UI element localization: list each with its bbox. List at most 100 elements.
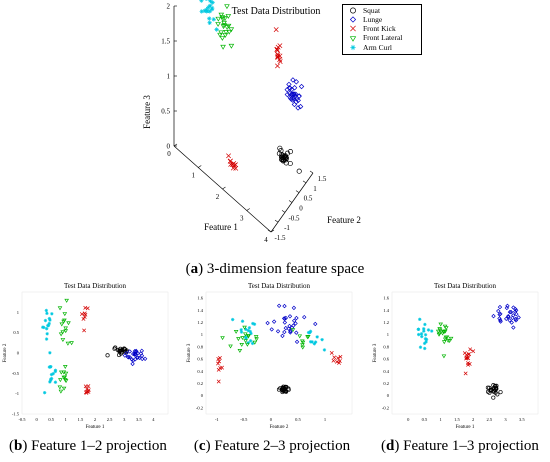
data-point <box>336 356 340 361</box>
data-point <box>511 325 516 330</box>
data-point <box>231 317 235 322</box>
x-axis-label: Feature 1 <box>456 425 475 430</box>
data-point <box>62 375 68 380</box>
y-axis-label: Feature 2 <box>3 343 8 362</box>
marks <box>416 303 521 400</box>
data-point <box>248 339 253 343</box>
data-point <box>230 165 236 171</box>
legend-label: Front Lateral <box>363 33 403 43</box>
y-tick-label: -0.2 <box>196 405 203 410</box>
data-point <box>81 316 86 321</box>
data-point <box>331 358 336 363</box>
y-tick-label: 0.2 <box>197 381 203 386</box>
data-point <box>435 329 441 334</box>
data-point <box>228 27 235 33</box>
y-tick <box>267 229 272 233</box>
data-point <box>418 317 422 321</box>
data-point <box>83 390 88 395</box>
data-point <box>468 347 473 352</box>
data-point <box>448 336 454 341</box>
data-point <box>42 391 47 395</box>
data-point <box>216 357 221 361</box>
caption-c-text: Feature 2–3 projection <box>210 438 351 454</box>
data-point <box>233 329 239 334</box>
data-point <box>224 4 230 10</box>
z-tick-label: 1.5 <box>161 38 170 46</box>
data-point <box>132 352 138 357</box>
x-tick-label: 1 <box>324 417 326 422</box>
data-point <box>246 341 250 345</box>
data-point <box>280 388 285 393</box>
x-axis-label: Feature 1 <box>204 222 238 232</box>
data-point <box>293 99 299 105</box>
marks <box>41 298 148 395</box>
y-tick-label: 0.4 <box>383 369 389 374</box>
data-point <box>298 83 305 90</box>
data-point <box>418 345 423 349</box>
data-point <box>228 43 235 49</box>
y-tick-label: -1.5 <box>12 412 20 417</box>
data-point <box>441 340 447 345</box>
data-point <box>293 79 300 85</box>
x-tick-label: 4 <box>152 417 155 422</box>
data-point <box>442 329 448 334</box>
data-point <box>61 386 67 391</box>
y-tick-label: 0.6 <box>197 357 203 362</box>
data-point <box>509 320 514 325</box>
data-point <box>424 337 429 342</box>
data-point <box>57 385 63 390</box>
data-point <box>239 328 243 332</box>
x-tick <box>222 186 226 190</box>
data-point <box>507 309 513 315</box>
x-tick-label: 0 <box>167 150 171 158</box>
data-point <box>216 379 221 384</box>
x-tick-label: -0.5 <box>18 417 26 422</box>
data-point <box>464 356 469 361</box>
data-point <box>332 355 337 360</box>
data-point <box>334 359 339 364</box>
data-point <box>215 16 222 22</box>
data-point <box>243 339 248 344</box>
y-tick-label: 0 <box>387 393 390 398</box>
y-tick-label: 1.4 <box>197 308 203 313</box>
data-point <box>287 314 293 319</box>
data-point <box>282 320 288 325</box>
y-tick-label: 0 <box>299 205 303 213</box>
caption-d-label: d <box>386 438 395 454</box>
data-point <box>63 371 69 376</box>
data-point <box>207 9 212 14</box>
data-point <box>438 322 444 327</box>
data-point <box>216 361 220 366</box>
data-point <box>79 312 84 317</box>
data-point <box>269 327 274 332</box>
x-tick-label: 2.5 <box>107 417 113 422</box>
data-point <box>416 327 421 331</box>
legend-marker-icon <box>349 16 357 23</box>
x-tick-label: 1 <box>192 172 196 180</box>
y-tick-label: -1.5 <box>274 234 286 242</box>
data-point <box>105 353 110 358</box>
data-point <box>491 395 496 400</box>
data-point <box>49 365 53 369</box>
data-point <box>58 332 64 337</box>
data-point <box>486 389 491 394</box>
data-point <box>313 321 318 327</box>
data-point <box>296 93 302 99</box>
data-point <box>422 327 426 331</box>
data-point <box>430 329 434 333</box>
y-tick <box>274 219 279 223</box>
data-point <box>306 330 311 335</box>
x-tick-label: 1.5 <box>78 417 84 422</box>
data-point <box>287 160 293 167</box>
marks <box>216 303 343 395</box>
data-point <box>242 325 247 330</box>
data-point <box>219 36 226 41</box>
data-point <box>59 322 65 327</box>
data-point <box>50 312 54 316</box>
data-point <box>207 3 213 8</box>
plot-area <box>391 291 539 415</box>
data-point <box>294 330 299 335</box>
x-tick-label: 0.5 <box>422 417 428 422</box>
legend-marker <box>350 7 356 14</box>
legend-entry: Front Kick <box>343 24 421 33</box>
